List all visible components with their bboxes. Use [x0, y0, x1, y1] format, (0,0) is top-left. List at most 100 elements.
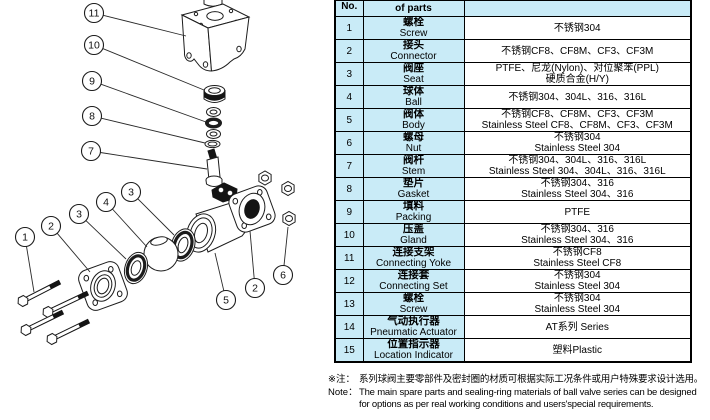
part-number-cell: 13: [334, 292, 364, 316]
stem: [205, 148, 223, 187]
part-number-cell: 9: [334, 200, 364, 224]
note-line-cn: ※注： 系列球阀主要零部件及密封圈的材质可根据实际工况条件或用户特殊要求设计选用…: [328, 374, 710, 387]
table-row: 15 位置指示器 Location Indicator 塑料Plastic: [334, 338, 692, 363]
note-label-en: Note：: [328, 386, 358, 398]
callout-circle-6: [272, 264, 294, 286]
part-number-cell: 8: [334, 177, 364, 201]
table-row: 4 球体 Ball 不锈钢304、304L、316、316L: [334, 85, 692, 109]
callout-leader-line: [85, 220, 127, 260]
part-name-cell: 位置指示器 Location Indicator: [362, 338, 465, 363]
part-number-cell: 3: [334, 62, 364, 86]
note-line-en: Note： The main spare parts and sealing-r…: [328, 387, 710, 412]
table-row: 11 连接支架 Connecting Yoke 不锈钢CF8 Stainless Ste…: [334, 246, 692, 270]
part-number-cell: 10: [334, 223, 364, 247]
part-number-cell: 14: [334, 315, 364, 339]
part-name-cell: 阀体 Body: [362, 108, 465, 132]
part-material-cell: 不锈钢304、316 Stainless Steel 304、316: [463, 223, 692, 247]
table-row: 9 填料 Packing PTFE: [334, 200, 692, 224]
parts-table-area: No. of parts 1 螺栓 Screw 不锈钢304 2 接头 Connector 不…: [334, 0, 692, 363]
part-number-cell: 15: [334, 338, 364, 363]
callout-number: 2: [48, 221, 54, 233]
part-number-cell: 7: [334, 154, 364, 178]
callout-circle-3: [68, 203, 90, 225]
ball-valve-exploded-diagram: 11 10 9 8 7 3 4 3 2 1 5 2 6: [14, 0, 296, 346]
gland-nut: [203, 85, 226, 103]
bolts: [17, 279, 91, 346]
part-name-cell: 球体 Ball: [362, 85, 465, 109]
part-name-cell: 接头 Connector: [362, 39, 465, 63]
part-material-cell: 不锈钢CF8、CF8M、CF3、CF3M: [463, 39, 692, 63]
callout-leader-line: [112, 208, 148, 248]
table-row: 3 阀座 Seat PTFE、尼龙(Nylon)、对位聚苯(PPL) 硬质合金(H/Y): [334, 62, 692, 86]
part-material-cell: 不锈钢CF8、CF8M、CF3、CF3M Stainless Steel CF8、…: [463, 108, 692, 132]
callout-number: 5: [223, 295, 229, 307]
callout-leader-line: [100, 83, 207, 123]
header-name-of-parts: of parts: [362, 0, 465, 17]
callout-number: 4: [103, 197, 109, 209]
part-name-cell: 阀杆 Stem: [362, 154, 465, 178]
part-material-cell: PTFE、尼龙(Nylon)、对位聚苯(PPL) 硬质合金(H/Y): [463, 62, 692, 86]
part-name-cell: 螺栓 Screw: [362, 16, 465, 40]
part-name-cell: 螺母 Nut: [362, 131, 465, 155]
table-header-row: No. of parts: [334, 0, 692, 17]
part-name-cell: 连接支架 Connecting Yoke: [362, 246, 465, 270]
part-name-cell: 连接套 Connecting Set: [362, 269, 465, 293]
hex-nuts: [258, 170, 296, 227]
callout-circle-8: [81, 105, 103, 127]
callouts: 11 10 9 8 7 3 4 3 2 1 5 2 6: [14, 2, 294, 311]
part-name-cell: 垫片 Gasket: [362, 177, 465, 201]
callout-number: 1: [22, 232, 28, 244]
part-material-cell: AT系列 Series: [463, 315, 692, 339]
callout-number: 10: [88, 40, 100, 52]
part-name-cell: 阀座 Seat: [362, 62, 465, 86]
callout-circle-9: [81, 70, 103, 92]
callout-number: 7: [88, 146, 94, 158]
part-material-cell: 不锈钢CF8 Stainless Steel CF8: [463, 246, 692, 270]
connector-left: [78, 261, 128, 311]
callout-circle-2: [244, 277, 266, 299]
mounting-yoke-bracket: [180, 3, 251, 72]
callout-circle-1: [14, 226, 36, 248]
callout-leader-line: [101, 117, 206, 144]
part-number-cell: 6: [334, 131, 364, 155]
note-text-en: The main spare parts and sealing-ring ma…: [359, 386, 697, 411]
callout-leader-line: [26, 246, 35, 293]
callout-circle-3: [120, 181, 142, 203]
header-no: No.: [334, 0, 364, 17]
part-material-cell: 不锈钢304、304L、316、316L: [463, 85, 692, 109]
table-row: 8 垫片 Gasket 不锈钢304、316 Stainless Steel 304、3…: [334, 177, 692, 201]
table-row: 10 压盖 Gland 不锈钢304、316 Stainless Steel 304、3…: [334, 223, 692, 247]
callout-leader-line: [283, 226, 289, 266]
table-row: 14 气动执行器 Pneumatic Actuator AT系列 Series: [334, 315, 692, 339]
part-name-cell: 气动执行器 Pneumatic Actuator: [362, 315, 465, 339]
callout-number: 9: [89, 76, 95, 88]
part-material-cell: 不锈钢304、304L、316、316L Stainless Steel 304、…: [463, 154, 692, 178]
header-material: [463, 0, 692, 17]
callout-circle-11: [83, 2, 105, 24]
callout-circle-2: [40, 215, 62, 237]
part-material-cell: 不锈钢304 Stainless Steel 304: [463, 292, 692, 316]
part-name-cell: 填料 Packing: [362, 200, 465, 224]
part-name-cell: 螺栓 Screw: [362, 292, 465, 316]
footnotes: ※注： 系列球阀主要零部件及密封圈的材质可根据实际工况条件或用户特殊要求设计选用…: [328, 374, 710, 412]
note-text-cn: 系列球阀主要零部件及密封圈的材质可根据实际工况条件或用户特殊要求设计选用。: [359, 374, 704, 385]
part-number-cell: 4: [334, 85, 364, 109]
callout-number: 6: [280, 270, 286, 282]
callout-leader-line: [137, 198, 175, 236]
part-number-cell: 2: [334, 39, 364, 63]
part-name-cell: 压盖 Gland: [362, 223, 465, 247]
table-row: 2 接头 Connector 不锈钢CF8、CF8M、CF3、CF3M: [334, 39, 692, 63]
callout-leader-line: [249, 230, 255, 279]
table-row: 13 螺栓 Screw 不锈钢304 Stainless Steel 304: [334, 292, 692, 316]
callout-number: 3: [76, 209, 82, 221]
ball: [143, 236, 179, 272]
part-number-cell: 1: [334, 16, 364, 40]
connector-right: [228, 185, 276, 233]
table-row: 5 阀体 Body 不锈钢CF8、CF8M、CF3、CF3M Stainless Ste…: [334, 108, 692, 132]
part-number-cell: 11: [334, 246, 364, 270]
table-row: 12 连接套 Connecting Set 不锈钢304 Stainless Steel…: [334, 269, 692, 293]
table-row: 6 螺母 Nut 不锈钢304 Stainless Steel 304: [334, 131, 692, 155]
callout-leader-line: [100, 152, 208, 170]
part-material-cell: 不锈钢304: [463, 16, 692, 40]
